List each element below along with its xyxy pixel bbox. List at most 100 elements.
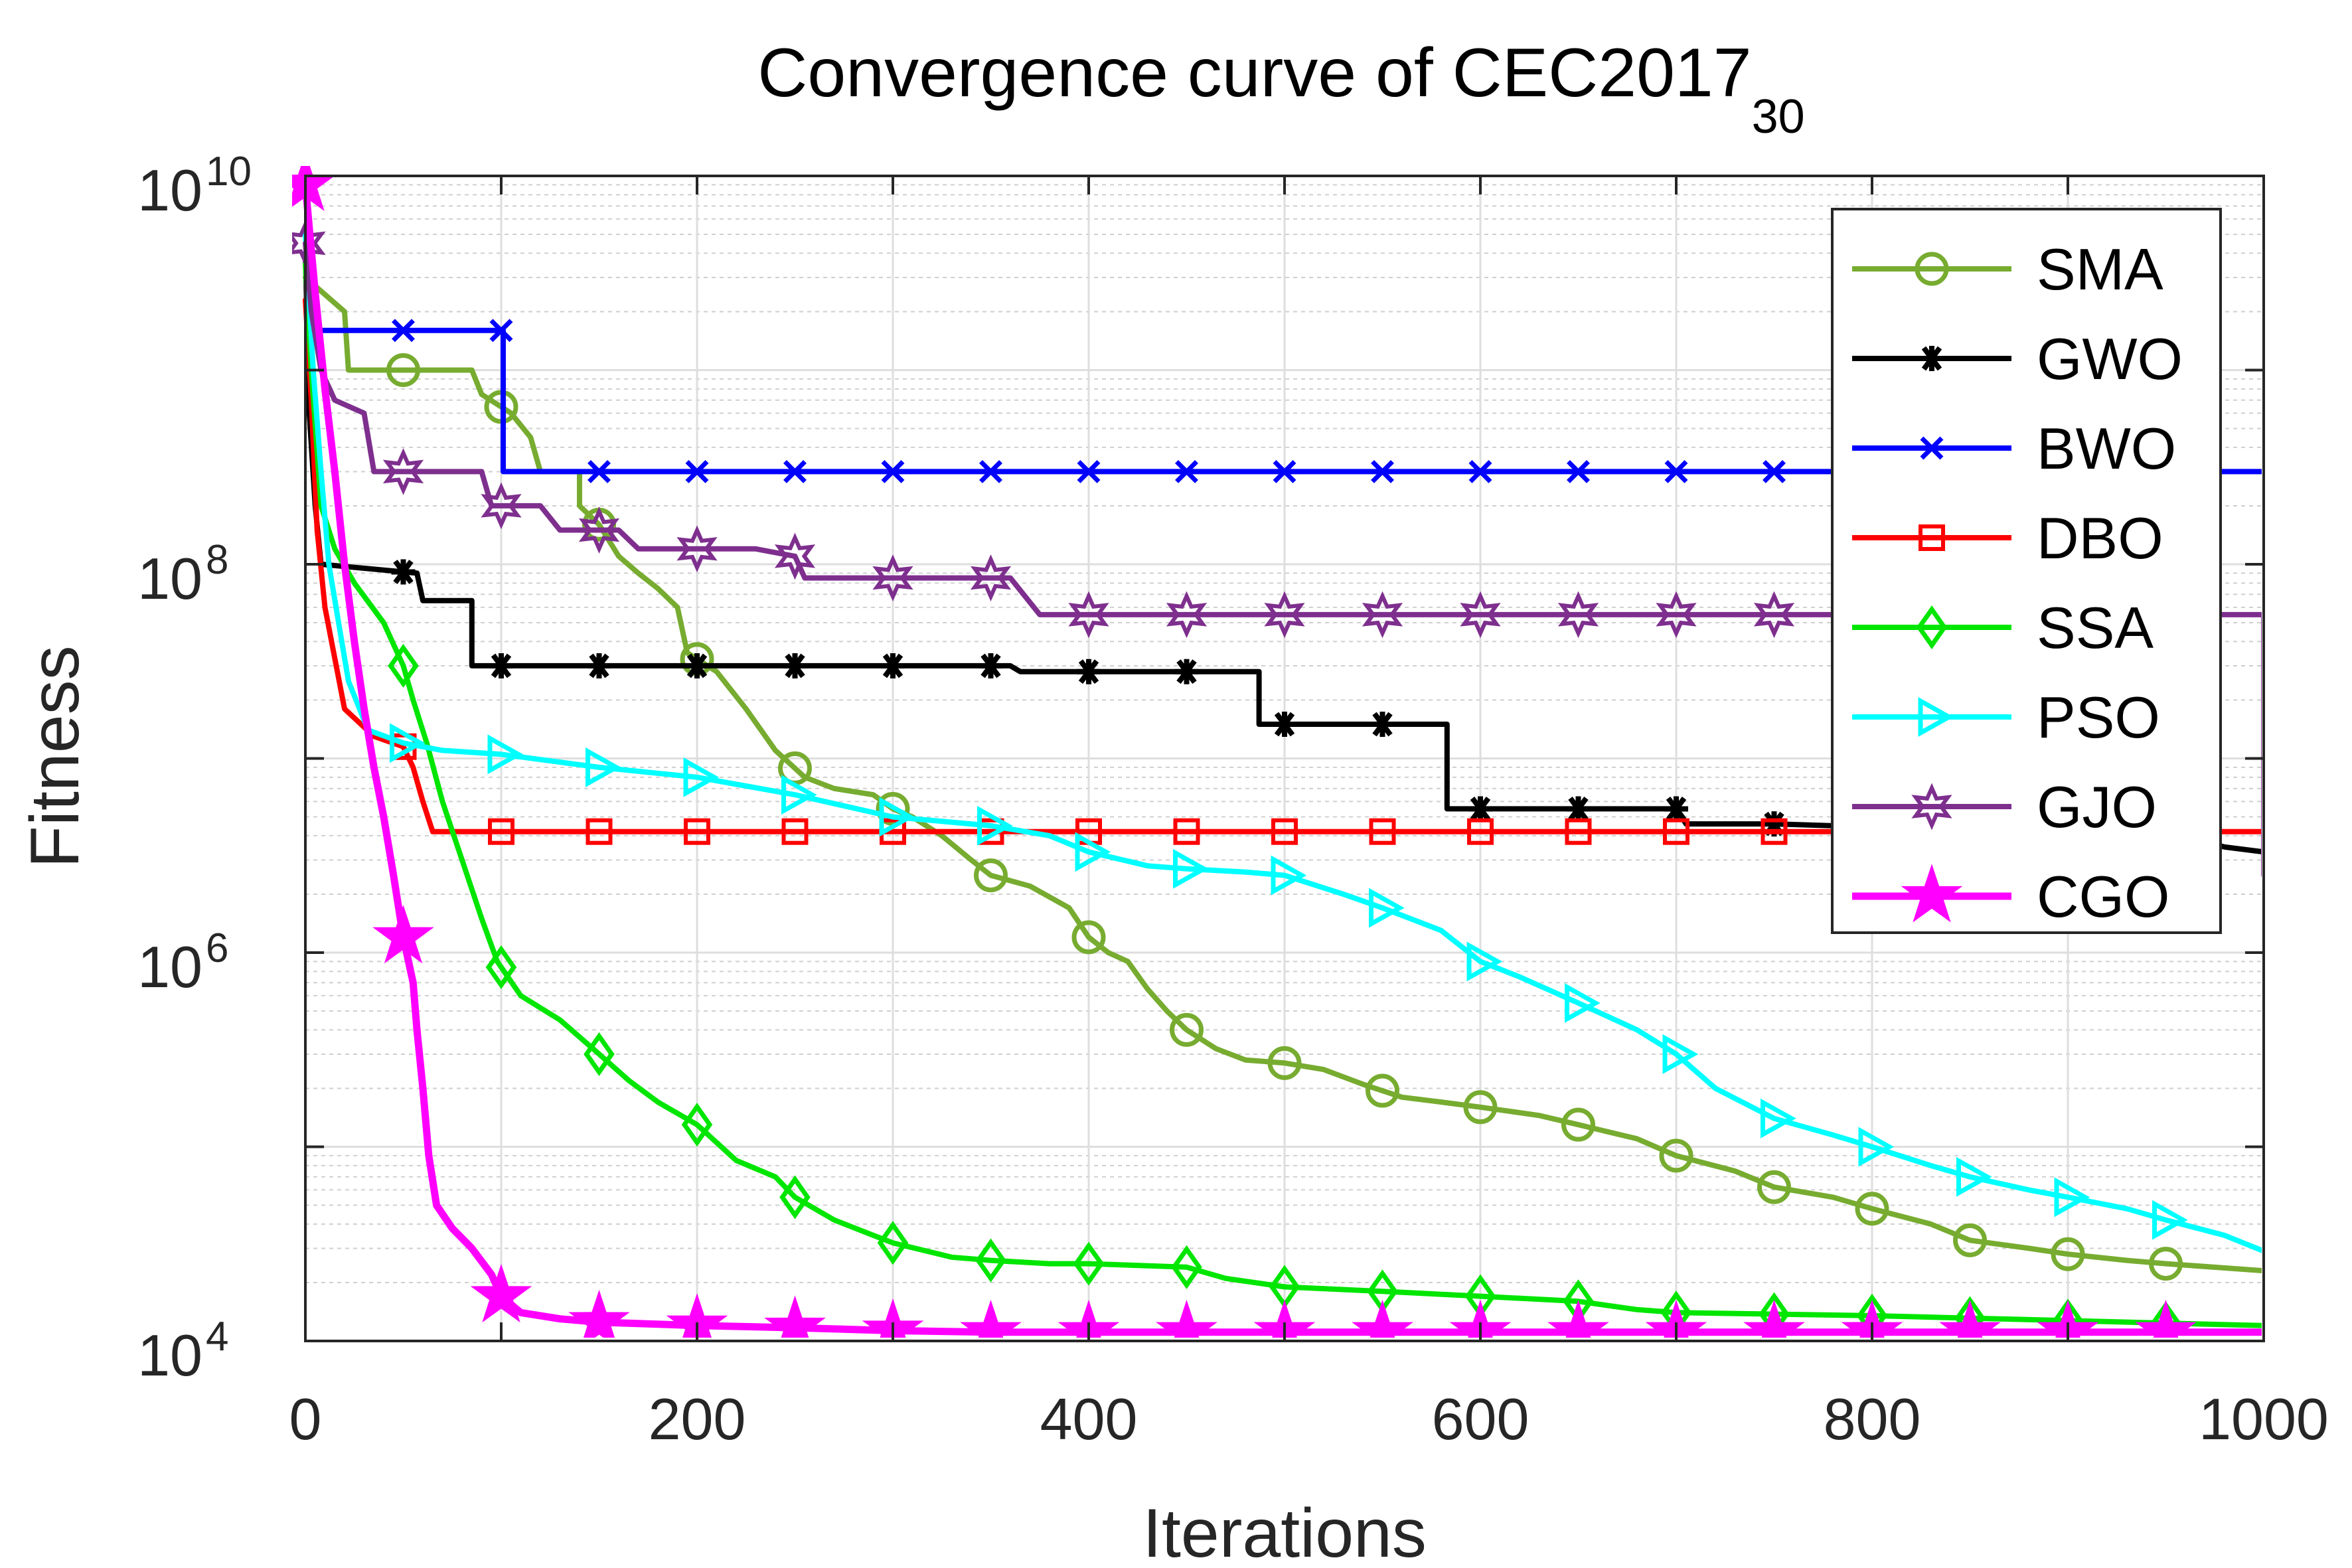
marker-dbo	[1173, 818, 1200, 845]
marker-gjo	[1753, 591, 1795, 639]
marker-pso	[1565, 982, 1601, 1023]
marker-cgo	[1253, 1299, 1316, 1338]
marker-pso	[390, 723, 426, 763]
marker-bwo	[1273, 459, 1296, 483]
legend-label-pso: PSO	[2037, 684, 2160, 750]
marker-gjo	[382, 447, 424, 495]
legend-marker-ssa	[1916, 605, 1948, 650]
marker-pso	[1075, 832, 1111, 872]
legend-marker-gwo	[1920, 346, 1944, 371]
marker-sma	[1463, 1090, 1498, 1125]
marker-pso	[879, 797, 915, 837]
marker-bwo	[1763, 459, 1786, 483]
marker-dbo	[1565, 818, 1592, 845]
legend-item-pso: PSO	[1852, 684, 2160, 750]
marker-ssa	[975, 1238, 1006, 1283]
marker-gwo	[979, 653, 1003, 678]
marker-sma	[876, 791, 910, 826]
marker-gwo	[1273, 711, 1296, 737]
series-line-dbo	[303, 297, 2262, 834]
legend-marker-pso	[1918, 697, 1954, 737]
legend: SMA GWO BWO DBO SSA PSO GJO CGO	[1831, 208, 2222, 934]
marker-pso	[977, 805, 1013, 846]
marker-dbo	[1761, 818, 1788, 845]
legend-item-gjo: GJO	[1852, 774, 2157, 840]
legend-marker-bwo	[1920, 436, 1944, 460]
marker-gjo	[872, 554, 913, 602]
marker-cgo	[470, 1263, 532, 1323]
series-sma	[303, 274, 2262, 1281]
marker-bwo	[783, 459, 807, 483]
marker-sma	[386, 353, 420, 387]
marker-bwo	[685, 459, 709, 483]
y-tick-exponent: 8	[206, 537, 228, 583]
marker-gjo	[1557, 591, 1599, 639]
marker-cgo	[1547, 1299, 1609, 1338]
marker-cgo	[1939, 1299, 2001, 1338]
x-tick-label: 600	[1432, 1386, 1529, 1452]
marker-gwo	[1077, 659, 1101, 684]
marker-ssa	[877, 1221, 909, 1265]
legend-item-dbo: DBO	[1852, 505, 2163, 571]
marker-pso	[1271, 855, 1307, 896]
legend-item-sma: SMA	[1852, 236, 2163, 302]
x-tick-label: 1000	[2199, 1386, 2329, 1452]
marker-cgo	[1743, 1299, 1805, 1338]
marker-gwo	[685, 653, 709, 678]
marker-ssa	[2150, 1301, 2181, 1338]
marker-gwo	[1762, 811, 1786, 837]
marker-cgo	[1058, 1299, 1120, 1338]
y-tick-label: 10	[137, 1322, 202, 1388]
marker-pso	[683, 757, 720, 797]
marker-bwo	[489, 319, 513, 343]
y-tick-label: 10	[137, 934, 202, 1000]
marker-gwo	[1664, 796, 1688, 822]
marker-bwo	[979, 459, 1002, 483]
marker-pso	[1858, 1127, 1895, 1167]
marker-cgo	[1841, 1299, 1903, 1338]
marker-pso	[1761, 1098, 1796, 1138]
marker-cgo	[1156, 1299, 1217, 1338]
marker-cgo	[960, 1299, 1022, 1338]
marker-bwo	[1077, 459, 1101, 483]
legend-label-ssa: SSA	[2037, 595, 2154, 661]
legend-label-bwo: BWO	[2037, 416, 2176, 481]
marker-cgo	[1449, 1299, 1512, 1338]
marker-sma	[1561, 1107, 1595, 1142]
legend-label-sma: SMA	[2037, 236, 2163, 302]
marker-bwo	[881, 459, 905, 483]
series-gjo	[292, 219, 2262, 878]
marker-gjo	[1460, 591, 1501, 639]
marker-dbo	[1467, 818, 1494, 845]
marker-gwo	[1174, 659, 1199, 684]
y-axis-label: Fitness	[17, 645, 94, 868]
marker-dbo	[1369, 818, 1396, 845]
legend-marker-sma	[1915, 252, 1949, 286]
series-pso	[303, 232, 2262, 1253]
marker-gjo	[1264, 591, 1305, 639]
series-cgo	[292, 166, 2262, 1338]
legend-marker-gjo	[1911, 783, 1952, 830]
y-tick-label: 10	[137, 157, 202, 223]
marker-pso	[586, 747, 621, 787]
marker-gjo	[1068, 591, 1109, 639]
marker-gwo	[1566, 796, 1591, 822]
marker-pso	[1173, 848, 1209, 889]
y-tick-exponent: 10	[206, 149, 252, 195]
marker-cgo	[1645, 1299, 1707, 1338]
marker-bwo	[392, 319, 415, 343]
chart-title-main: Convergence curve of CEC2017	[757, 35, 1751, 112]
marker-sma	[1071, 920, 1106, 955]
marker-ssa	[2052, 1298, 2084, 1338]
marker-dbo	[586, 818, 613, 845]
marker-ssa	[681, 1103, 713, 1147]
marker-bwo	[588, 459, 611, 483]
marker-sma	[1855, 1192, 1889, 1226]
marker-pso	[2054, 1177, 2090, 1217]
chart-title-subscript: 30	[1752, 90, 1805, 143]
marker-pso	[487, 734, 524, 775]
marker-gjo	[970, 554, 1012, 602]
marker-cgo	[764, 1295, 826, 1338]
